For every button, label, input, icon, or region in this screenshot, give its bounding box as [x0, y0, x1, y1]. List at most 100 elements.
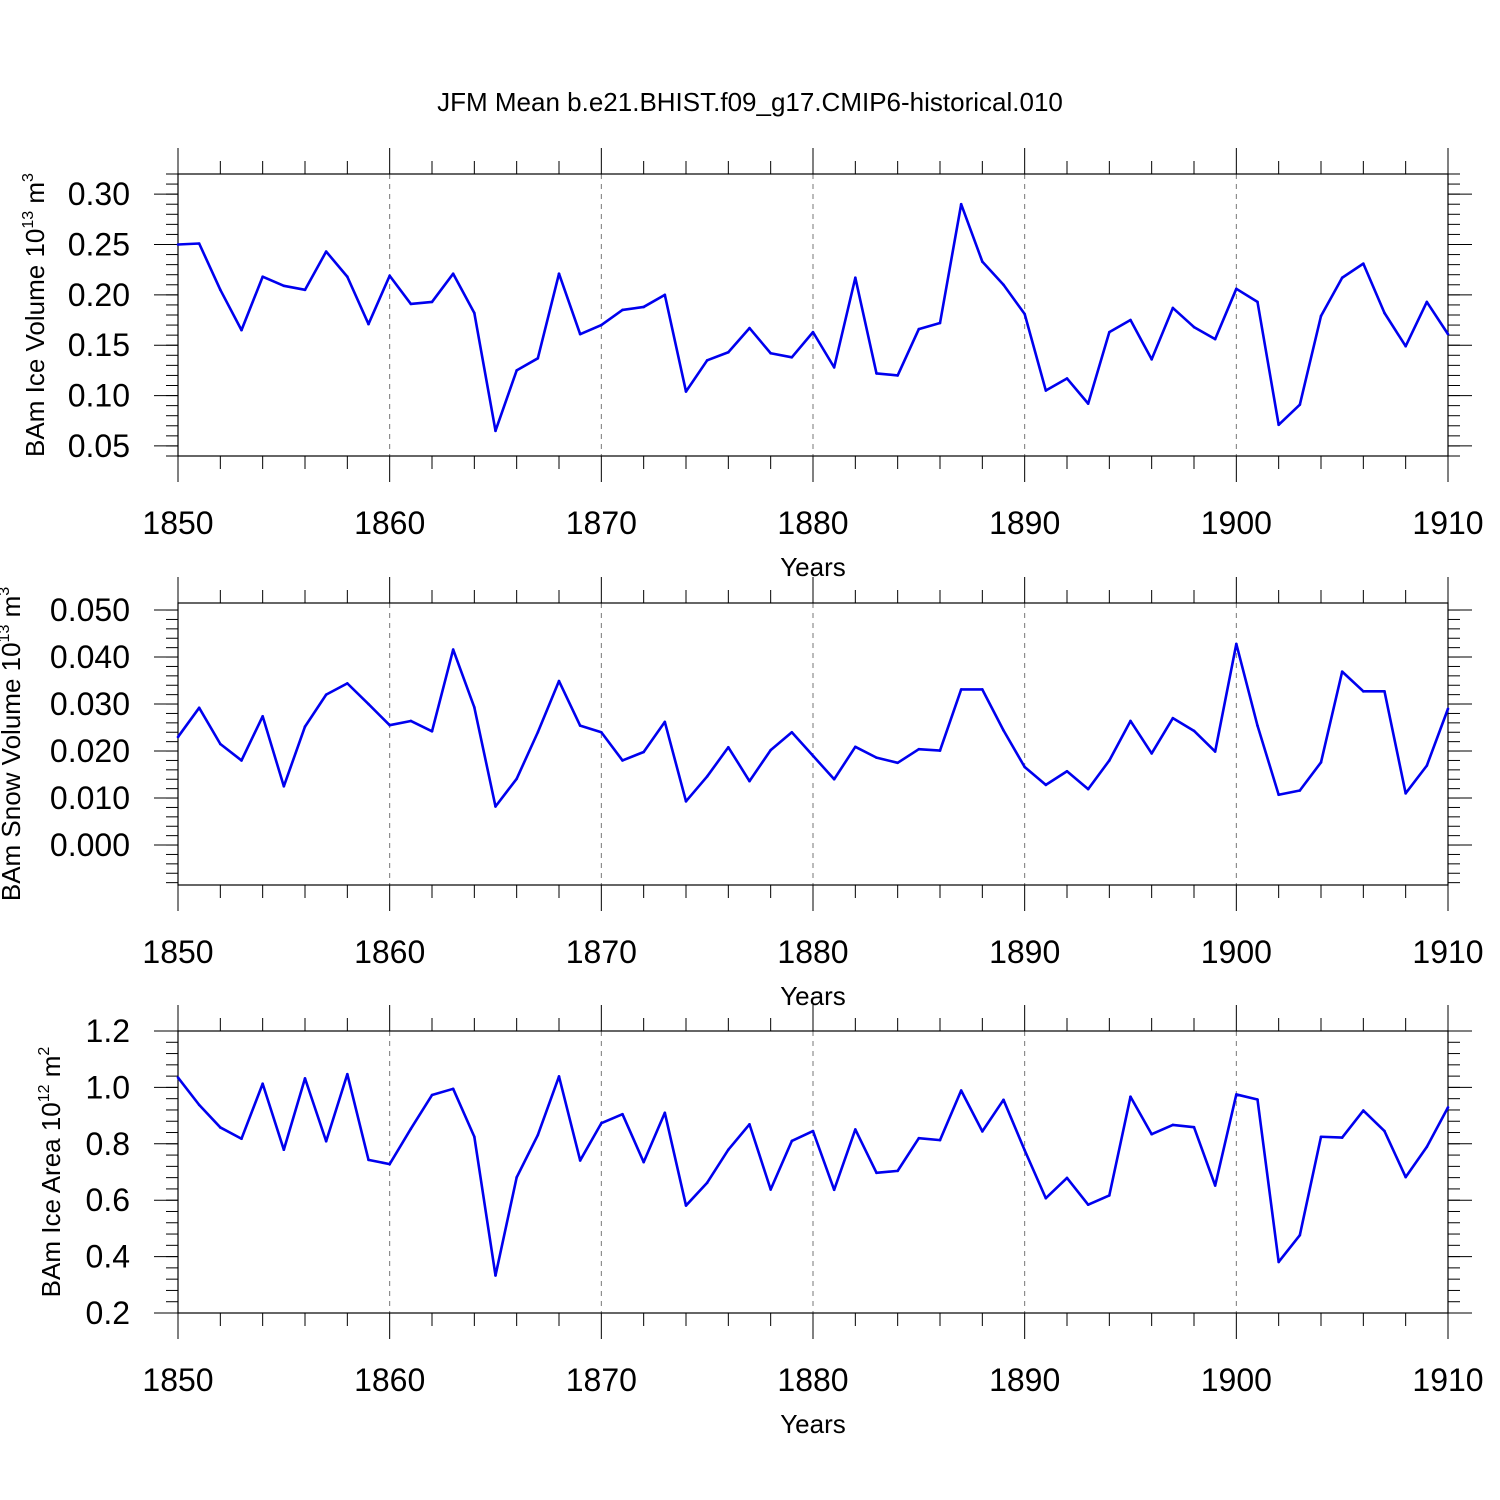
data-point [451, 272, 455, 276]
data-point [1277, 423, 1280, 427]
data-point [854, 276, 857, 280]
data-point [409, 302, 413, 306]
x-axis-label: Years [780, 1409, 846, 1439]
data-point [261, 714, 264, 718]
y-tick-label: 0.15 [68, 327, 130, 363]
data-point [282, 1148, 286, 1152]
data-point [642, 1160, 645, 1164]
data-point [1192, 729, 1196, 733]
data-point [1383, 690, 1386, 693]
data-point [663, 1111, 667, 1115]
data-point [1129, 719, 1132, 723]
data-point [557, 1075, 561, 1078]
data-point [832, 1188, 836, 1192]
y-axis-label-part: m [0, 596, 26, 625]
x-tick-label: 1850 [142, 1362, 213, 1398]
data-point [197, 1103, 201, 1107]
y-axis-label-superscript: 13 [0, 625, 13, 643]
data-point [663, 293, 667, 297]
data-point [600, 323, 603, 327]
data-point [1319, 314, 1323, 318]
data-point [346, 682, 349, 685]
x-tick-label: 1870 [566, 934, 637, 970]
data-point [473, 706, 476, 709]
data-point [663, 720, 667, 724]
data-point [240, 759, 243, 762]
data-point [197, 242, 201, 245]
data-point [1150, 1132, 1153, 1136]
data-point [1213, 337, 1217, 341]
data-point [727, 350, 730, 354]
y-tick-label: 0.030 [50, 686, 130, 722]
x-tick-label: 1910 [1412, 934, 1483, 970]
data-point [578, 1159, 582, 1162]
y-axis-label-part: m [20, 182, 50, 211]
y-tick-label: 0.8 [86, 1126, 130, 1162]
data-point [494, 805, 497, 808]
data-point [854, 1128, 857, 1131]
data-point [282, 785, 286, 788]
data-point [1277, 793, 1280, 797]
x-tick-label: 1860 [354, 505, 425, 541]
data-point [1425, 764, 1429, 767]
x-tick-label: 1880 [777, 505, 848, 541]
data-point [790, 356, 794, 359]
data-point [430, 300, 434, 304]
data-point [1383, 1129, 1386, 1133]
data-point [409, 1127, 413, 1131]
data-point [494, 1274, 497, 1277]
data-point [1065, 1176, 1069, 1180]
data-point [811, 1129, 815, 1133]
data-point [1002, 729, 1005, 732]
data-point [409, 719, 413, 723]
x-tick-label: 1850 [142, 505, 213, 541]
data-point [367, 702, 370, 706]
data-point [1340, 670, 1344, 673]
x-tick-label: 1880 [777, 934, 848, 970]
data-point [981, 688, 984, 691]
data-point [811, 330, 815, 334]
data-point [748, 326, 751, 330]
data-point [1150, 358, 1153, 361]
data-point [1404, 1175, 1407, 1179]
data-point [1108, 330, 1111, 334]
data-point [324, 693, 328, 696]
y-tick-label: 0.10 [68, 378, 130, 414]
data-point [346, 1072, 349, 1076]
data-point [1108, 1194, 1111, 1197]
data-point [536, 730, 540, 734]
y-tick-label: 1.2 [86, 1013, 130, 1049]
data-point [790, 730, 794, 734]
data-point [367, 322, 370, 326]
data-point [959, 202, 963, 206]
data-point [1044, 389, 1048, 392]
data-point [282, 284, 286, 288]
y-tick-label: 0.040 [50, 639, 130, 675]
data-point [1404, 792, 1407, 795]
data-point [1404, 344, 1407, 348]
data-point [875, 372, 878, 375]
data-point [1298, 403, 1302, 406]
data-point [388, 274, 391, 278]
data-point [1192, 325, 1196, 329]
data-point [388, 723, 391, 727]
data-point [769, 351, 772, 355]
data-point [684, 390, 688, 393]
data-point [1086, 787, 1090, 791]
x-tick-label: 1900 [1201, 934, 1272, 970]
data-point [748, 1123, 751, 1126]
data-point [494, 429, 497, 433]
x-tick-label: 1910 [1412, 1362, 1483, 1398]
data-point [451, 648, 455, 651]
data-point [811, 754, 815, 758]
data-point [832, 777, 836, 781]
x-tick-label: 1870 [566, 1362, 637, 1398]
data-point [536, 357, 540, 360]
data-point [621, 759, 624, 762]
data-point [430, 730, 434, 733]
y-tick-label: 0.000 [50, 827, 130, 863]
x-tick-label: 1890 [989, 934, 1060, 970]
panel-1: 1850 1860 1870 1880 1890 1900 1910Years0.050.1… [20, 148, 1484, 582]
y-axis-label-superscript: 3 [0, 587, 13, 596]
data-point [748, 779, 751, 783]
